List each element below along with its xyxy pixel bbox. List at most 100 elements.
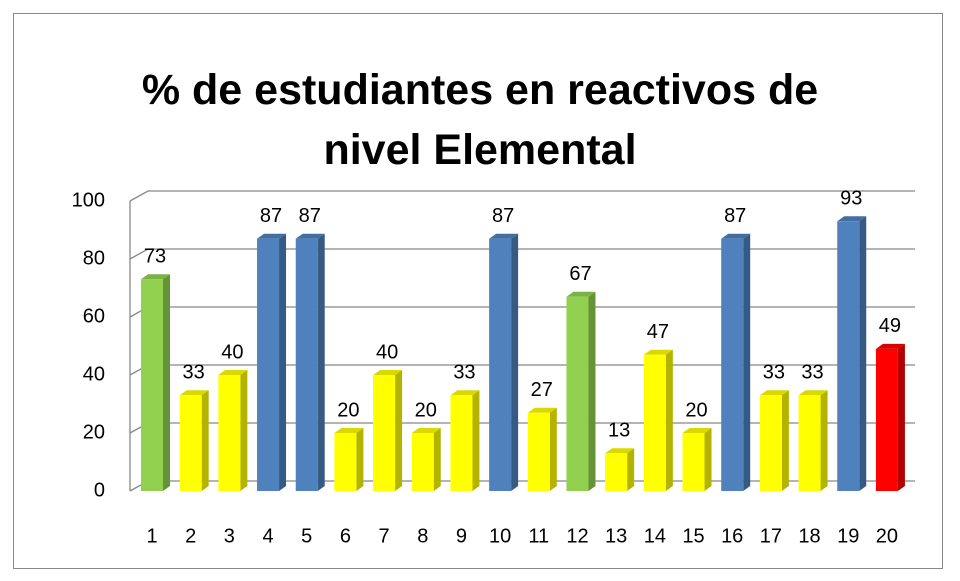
x-tick-label: 7 xyxy=(379,525,390,547)
x-tick-label: 13 xyxy=(605,525,627,547)
bar-side xyxy=(201,390,209,491)
bar xyxy=(489,238,512,491)
bar-side xyxy=(356,428,364,491)
bar-top xyxy=(489,233,519,239)
bar-side xyxy=(820,390,828,491)
x-tick-label: 6 xyxy=(340,525,351,547)
bar xyxy=(759,395,782,491)
bar-side xyxy=(704,428,712,491)
y-tick-label: 100 xyxy=(72,189,105,211)
bar xyxy=(295,238,318,491)
bar-top xyxy=(566,291,596,297)
bar-top xyxy=(605,448,635,454)
bar-side xyxy=(240,370,248,491)
data-label: 33 xyxy=(183,362,205,384)
grid-line xyxy=(129,248,915,260)
bar xyxy=(837,221,860,492)
bar xyxy=(373,375,396,491)
data-label: 49 xyxy=(879,315,901,337)
data-label: 73 xyxy=(144,246,166,268)
data-label: 33 xyxy=(453,362,475,384)
bar-side xyxy=(897,343,905,491)
x-tick-label: 17 xyxy=(760,525,782,547)
bar xyxy=(798,395,821,491)
x-tick-label: 20 xyxy=(876,525,898,547)
data-label: 67 xyxy=(569,263,591,285)
bar-side xyxy=(665,349,673,491)
bar-side xyxy=(859,216,867,492)
bar-top xyxy=(837,216,867,222)
y-tick-label: 80 xyxy=(83,247,105,269)
y-tick-label: 40 xyxy=(83,363,105,385)
bar xyxy=(643,354,666,491)
bar-top xyxy=(682,428,712,433)
bar xyxy=(334,433,357,491)
x-tick-label: 5 xyxy=(301,525,312,547)
x-tick-label: 4 xyxy=(262,525,273,547)
x-tick-label: 8 xyxy=(417,525,428,547)
bar xyxy=(721,238,744,491)
x-tick-label: 19 xyxy=(837,525,859,547)
data-label: 13 xyxy=(608,420,630,442)
bar xyxy=(450,395,473,491)
bar xyxy=(527,412,550,491)
data-label: 47 xyxy=(647,321,669,343)
data-label: 40 xyxy=(221,341,243,363)
bar-top xyxy=(334,428,364,433)
bar-top xyxy=(295,233,325,239)
bar-side xyxy=(472,390,480,491)
bar-top xyxy=(179,390,209,396)
x-tick-label: 9 xyxy=(456,525,467,547)
bar xyxy=(682,433,705,491)
data-label: 20 xyxy=(337,399,359,421)
bar-side xyxy=(163,274,170,491)
y-tick-label: 20 xyxy=(83,421,105,443)
x-tick-label: 3 xyxy=(224,525,235,547)
y-tick-label: 60 xyxy=(83,305,105,327)
bar-side xyxy=(627,448,635,491)
bar xyxy=(257,238,280,491)
bar-top xyxy=(257,233,287,239)
bar-side xyxy=(781,390,789,491)
grid-line xyxy=(129,190,915,202)
bar xyxy=(605,453,628,491)
grid-line xyxy=(129,422,915,434)
data-label: 20 xyxy=(415,399,437,421)
bar-top xyxy=(643,349,673,355)
x-tick-label: 15 xyxy=(682,525,704,547)
bar-top xyxy=(798,390,828,396)
x-tick-label: 14 xyxy=(644,525,666,547)
grid-line xyxy=(129,364,915,376)
bar-top xyxy=(373,370,403,375)
bar-top xyxy=(141,274,170,280)
grid-line xyxy=(129,306,915,318)
x-tick-label: 2 xyxy=(185,525,196,547)
bar-top xyxy=(527,407,557,413)
bar-side xyxy=(279,233,287,491)
data-label: 33 xyxy=(763,362,785,384)
bar-side xyxy=(588,291,596,491)
bar-top xyxy=(411,428,441,433)
bar-top xyxy=(450,390,480,396)
data-label: 40 xyxy=(376,341,398,363)
data-label: 27 xyxy=(531,379,553,401)
data-label: 87 xyxy=(299,205,321,227)
data-label: 20 xyxy=(685,399,707,421)
bar-top xyxy=(759,390,789,396)
bar-side xyxy=(511,233,519,491)
bar-side xyxy=(549,407,557,491)
bar xyxy=(179,395,202,491)
bar-side xyxy=(433,428,441,491)
bar-top xyxy=(875,343,905,349)
chart-title: % de estudiantes en reactivos de nivel E… xyxy=(141,66,819,174)
y-tick-label: 0 xyxy=(94,479,105,501)
bar xyxy=(141,279,163,491)
data-label: 87 xyxy=(724,205,746,227)
data-label: 87 xyxy=(260,205,282,227)
bar-top xyxy=(218,370,248,375)
data-label: 93 xyxy=(840,188,862,210)
bar-side xyxy=(317,233,325,491)
bar xyxy=(875,348,898,491)
